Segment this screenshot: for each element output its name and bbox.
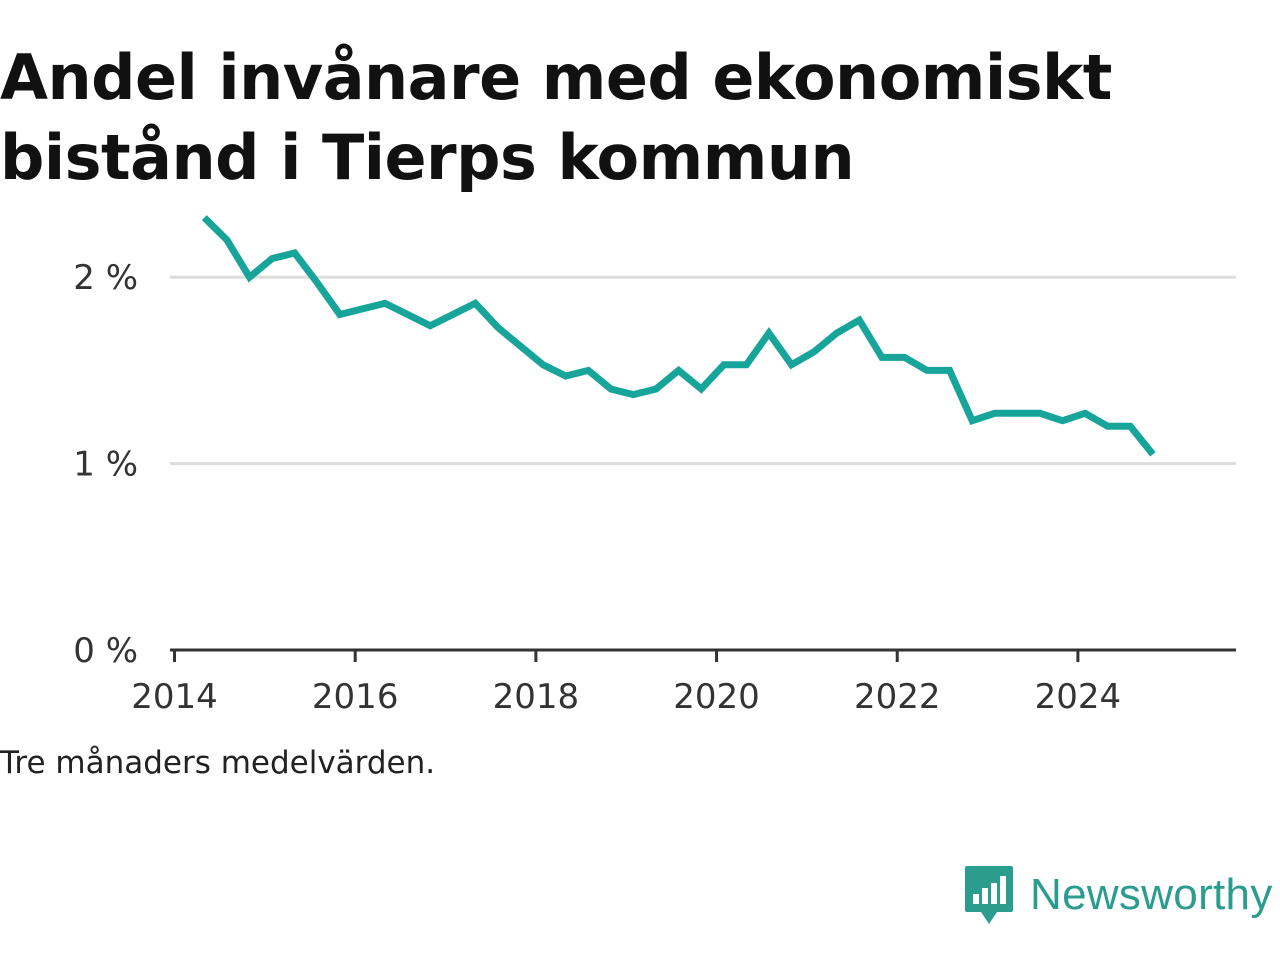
x-axis: 2014 2016 2018 2020 2022 2024 (131, 648, 1236, 717)
gridlines (170, 275, 1236, 466)
series-line (201, 215, 1156, 457)
x-tick-label: 2020 (673, 677, 760, 717)
brand-logo: Newsworthy (964, 862, 1273, 928)
x-tick-label: 2014 (131, 677, 218, 717)
chart-caption: Tre månaders medelvärden. (0, 745, 436, 781)
newsworthy-logo-icon (965, 866, 1013, 924)
x-tick-label: 2022 (854, 677, 941, 717)
chart-title: Andel invånare med ekonomiskt bistånd i … (0, 41, 1112, 194)
x-tick-label: 2024 (1035, 677, 1122, 717)
x-tick-label: 2016 (312, 677, 399, 717)
brand-name: Newsworthy (1030, 870, 1273, 919)
y-tick-label: 0 % (73, 631, 138, 671)
y-tick-label: 2 % (73, 258, 138, 298)
y-tick-labels: 0 % 1 % 2 % (73, 258, 138, 671)
data-series (201, 215, 1156, 457)
y-tick-label: 1 % (73, 445, 138, 485)
x-tick-label: 2018 (493, 677, 580, 717)
